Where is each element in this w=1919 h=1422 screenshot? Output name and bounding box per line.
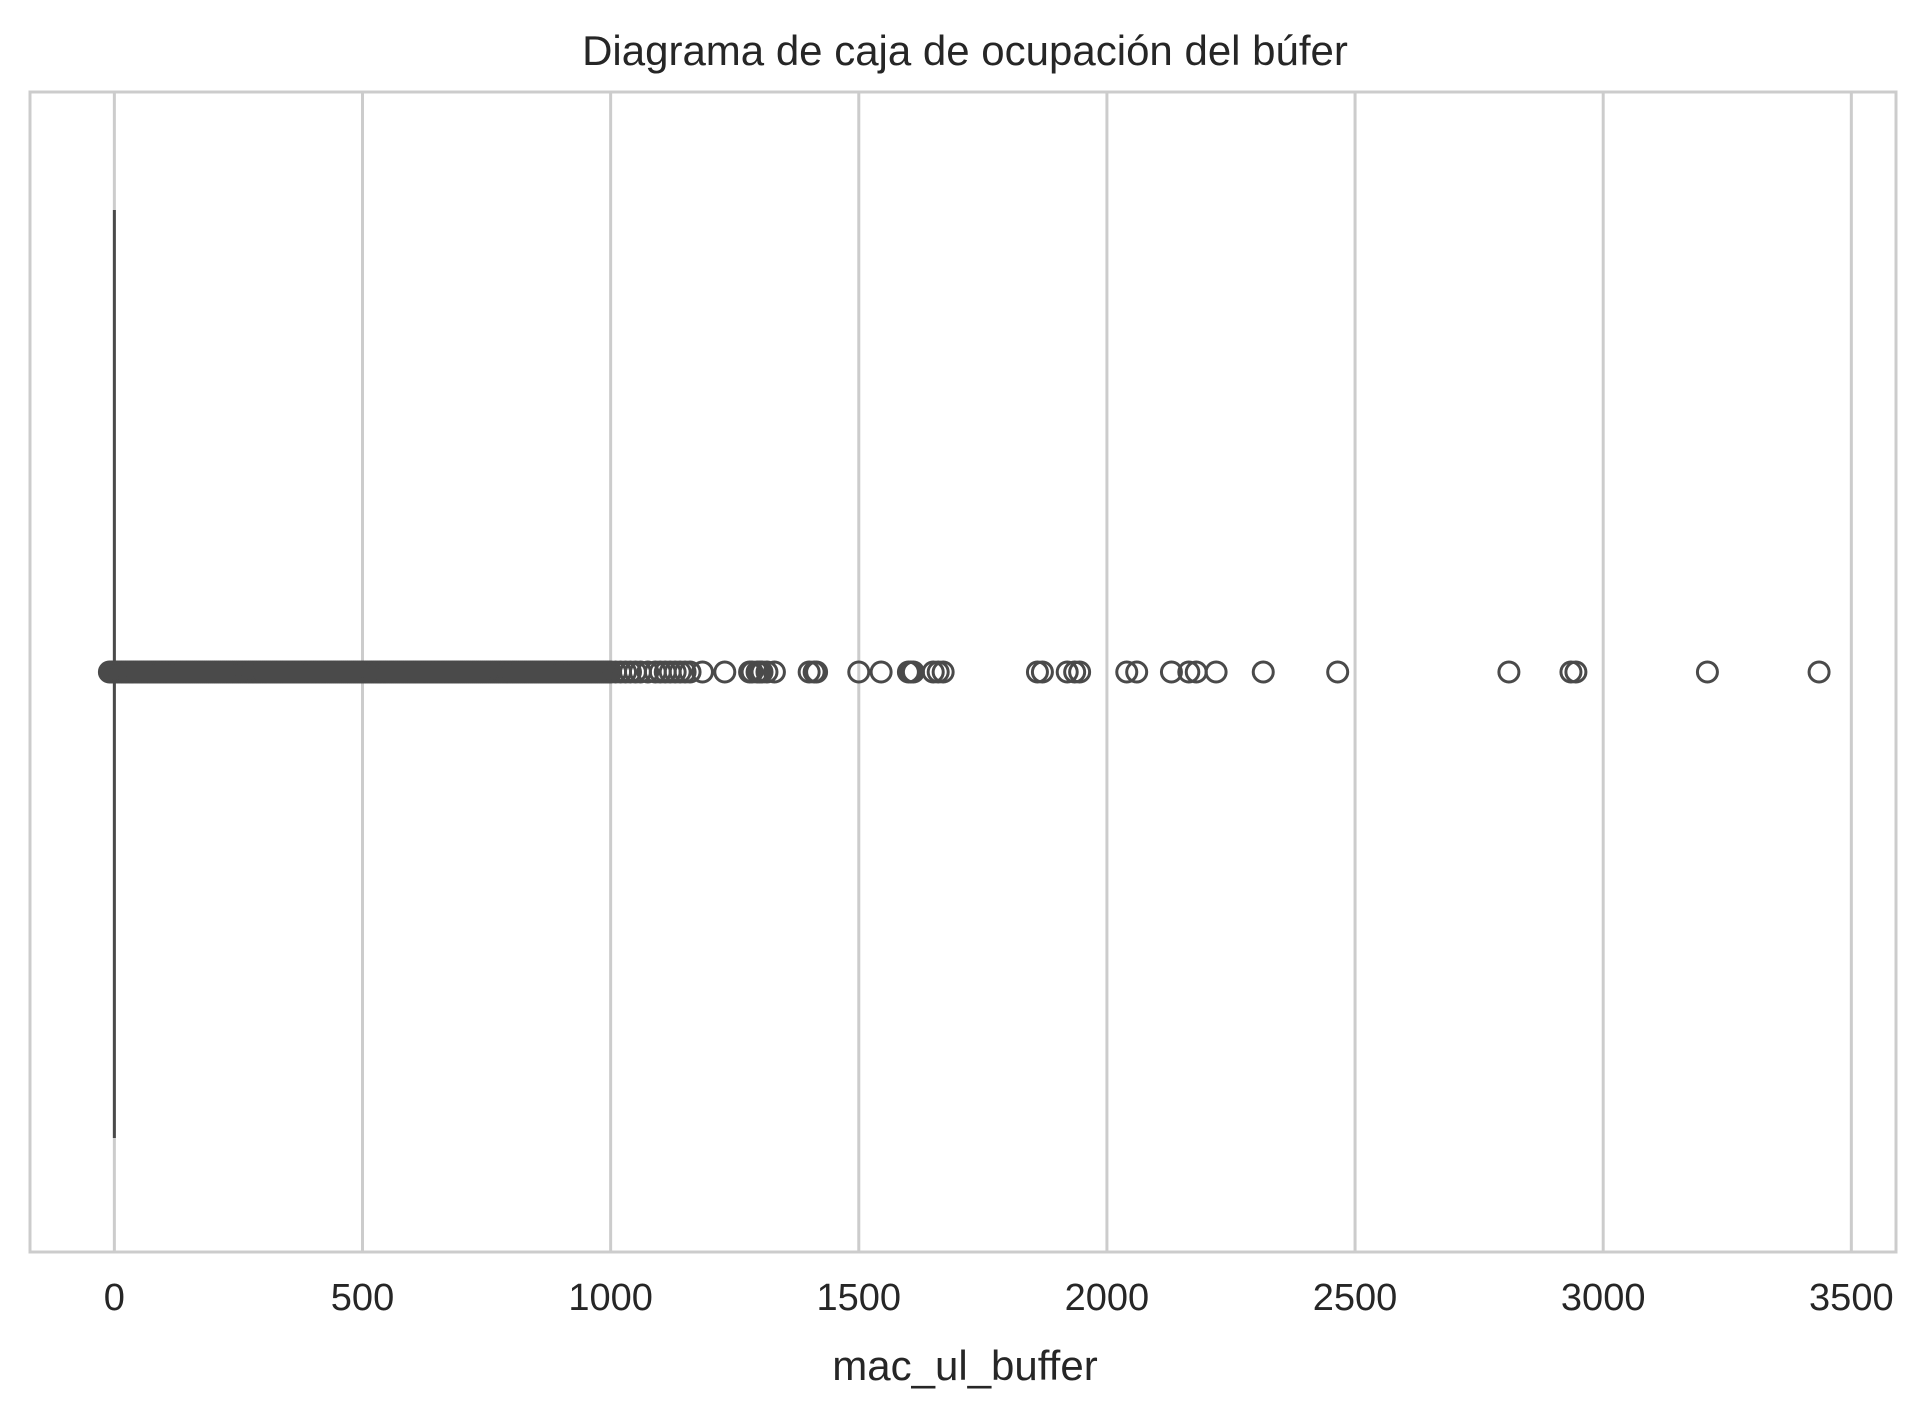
outlier-point xyxy=(1055,660,1079,684)
outlier-point xyxy=(1807,660,1831,684)
x-tick-labels: 0 500 1000 1500 2000 2500 3000 3500 xyxy=(104,1277,1894,1319)
outlier-point xyxy=(1125,660,1149,684)
outlier-point xyxy=(690,660,714,684)
outlier-point xyxy=(713,660,737,684)
x-tick-label: 1000 xyxy=(568,1277,653,1319)
outlier-point xyxy=(1564,660,1588,684)
x-tick-label: 500 xyxy=(331,1277,394,1319)
outlier-point xyxy=(1159,660,1183,684)
outlier-point xyxy=(1326,660,1350,684)
chart-title: Diagrama de caja de ocupación del búfer xyxy=(582,27,1348,74)
outlier-point xyxy=(678,660,702,684)
outlier-point xyxy=(755,660,779,684)
x-tick-label: 0 xyxy=(104,1277,125,1319)
outlier-points xyxy=(97,660,1831,684)
outlier-point xyxy=(869,660,893,684)
x-tick-label: 1500 xyxy=(817,1277,902,1319)
outlier-point xyxy=(1115,660,1139,684)
outlier-point xyxy=(1695,660,1719,684)
plot-frame xyxy=(28,90,1898,1254)
outlier-point xyxy=(1251,660,1275,684)
x-tick-label: 3000 xyxy=(1561,1277,1646,1319)
x-tick-label: 2000 xyxy=(1065,1277,1150,1319)
x-axis-label: mac_ul_buffer xyxy=(832,1342,1097,1389)
outlier-point xyxy=(1177,660,1201,684)
outlier-point xyxy=(762,660,786,684)
x-tick-label: 2500 xyxy=(1313,1277,1398,1319)
outlier-point xyxy=(1068,660,1092,684)
outlier-point xyxy=(1497,660,1521,684)
outlier-point xyxy=(847,660,871,684)
outlier-point xyxy=(931,660,955,684)
x-tick-label: 3500 xyxy=(1809,1277,1894,1319)
outlier-point xyxy=(1030,660,1054,684)
outlier-point xyxy=(636,660,660,684)
outlier-point xyxy=(1204,660,1228,684)
outlier-point xyxy=(805,660,829,684)
